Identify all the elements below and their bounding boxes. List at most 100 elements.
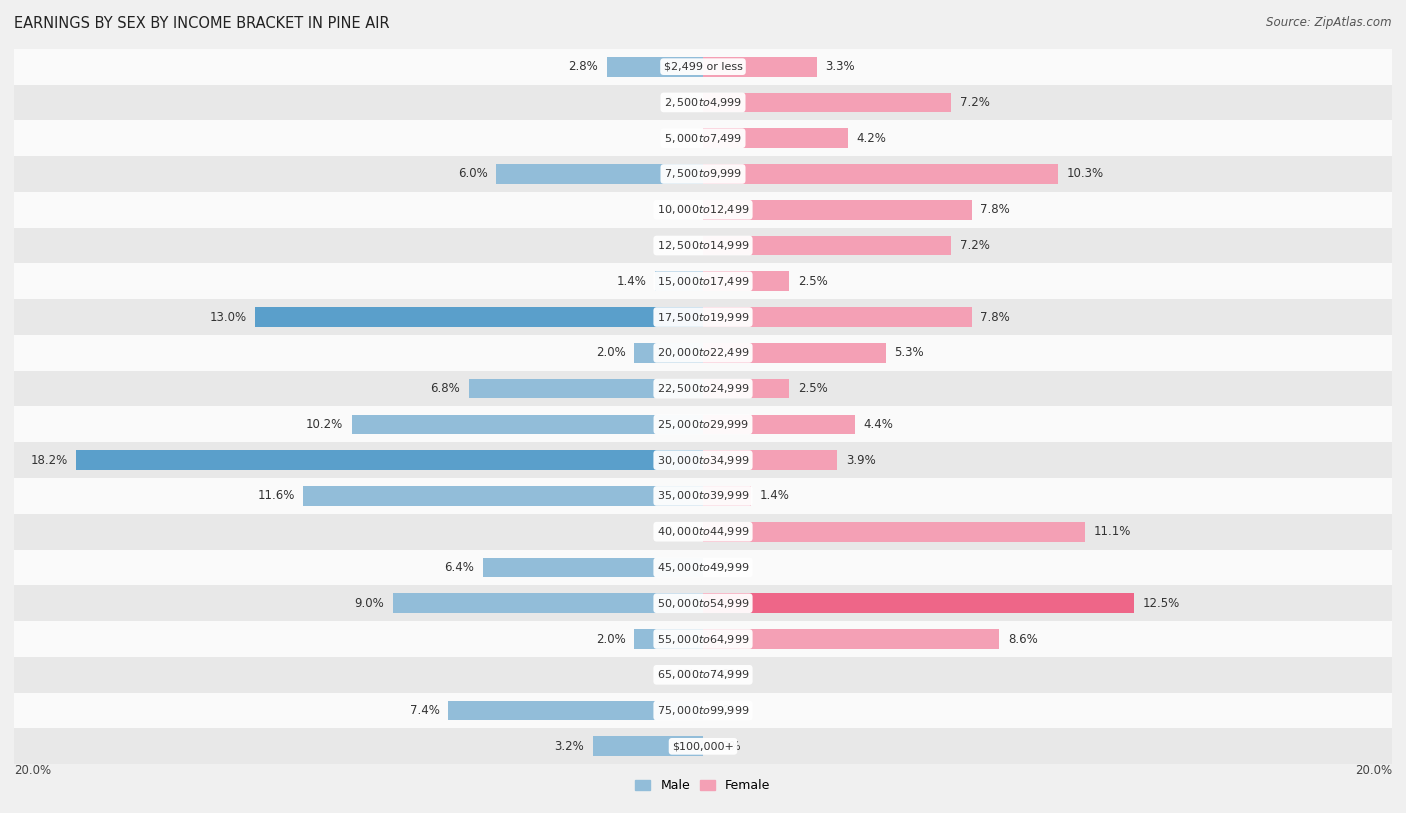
Text: 6.4%: 6.4% xyxy=(444,561,474,574)
Text: $2,499 or less: $2,499 or less xyxy=(664,62,742,72)
Text: 20.0%: 20.0% xyxy=(1355,764,1392,777)
Text: $45,000 to $49,999: $45,000 to $49,999 xyxy=(657,561,749,574)
Bar xyxy=(14,335,1392,371)
Text: 12.5%: 12.5% xyxy=(1142,597,1180,610)
Text: 0.0%: 0.0% xyxy=(665,525,695,538)
Bar xyxy=(634,343,703,363)
Bar xyxy=(14,621,1392,657)
Bar xyxy=(76,450,703,470)
Bar xyxy=(14,478,1392,514)
Text: $55,000 to $64,999: $55,000 to $64,999 xyxy=(657,633,749,646)
Bar xyxy=(496,164,703,184)
Bar xyxy=(482,558,703,577)
Text: 11.6%: 11.6% xyxy=(257,489,295,502)
Bar xyxy=(14,728,1392,764)
Bar xyxy=(703,593,1133,613)
Text: 2.0%: 2.0% xyxy=(596,633,626,646)
Bar xyxy=(14,156,1392,192)
Text: $5,000 to $7,499: $5,000 to $7,499 xyxy=(664,132,742,145)
Text: $25,000 to $29,999: $25,000 to $29,999 xyxy=(657,418,749,431)
Text: 3.3%: 3.3% xyxy=(825,60,855,73)
Bar xyxy=(703,128,848,148)
Bar xyxy=(14,585,1392,621)
Text: 7.2%: 7.2% xyxy=(960,96,990,109)
Text: Source: ZipAtlas.com: Source: ZipAtlas.com xyxy=(1267,16,1392,29)
Text: 6.8%: 6.8% xyxy=(430,382,460,395)
Bar xyxy=(392,593,703,613)
Text: 7.4%: 7.4% xyxy=(409,704,440,717)
Text: 3.2%: 3.2% xyxy=(554,740,583,753)
Bar xyxy=(14,299,1392,335)
Text: 6.0%: 6.0% xyxy=(458,167,488,180)
Bar xyxy=(14,120,1392,156)
Text: 0.0%: 0.0% xyxy=(665,132,695,145)
Text: 2.8%: 2.8% xyxy=(568,60,598,73)
Text: 10.2%: 10.2% xyxy=(305,418,343,431)
Bar xyxy=(703,307,972,327)
Bar xyxy=(304,486,703,506)
Bar xyxy=(703,236,950,255)
Text: 0.0%: 0.0% xyxy=(665,203,695,216)
Bar xyxy=(449,701,703,720)
Text: $15,000 to $17,499: $15,000 to $17,499 xyxy=(657,275,749,288)
Bar xyxy=(703,450,838,470)
Text: 0.0%: 0.0% xyxy=(665,668,695,681)
Bar xyxy=(634,629,703,649)
Text: $75,000 to $99,999: $75,000 to $99,999 xyxy=(657,704,749,717)
Bar xyxy=(593,737,703,756)
Text: $30,000 to $34,999: $30,000 to $34,999 xyxy=(657,454,749,467)
Bar xyxy=(14,657,1392,693)
Bar xyxy=(703,415,855,434)
Text: $22,500 to $24,999: $22,500 to $24,999 xyxy=(657,382,749,395)
Text: $20,000 to $22,499: $20,000 to $22,499 xyxy=(657,346,749,359)
Text: 0.0%: 0.0% xyxy=(711,740,741,753)
Text: 13.0%: 13.0% xyxy=(209,311,246,324)
Text: 10.3%: 10.3% xyxy=(1066,167,1104,180)
Bar xyxy=(352,415,703,434)
Bar xyxy=(14,442,1392,478)
Legend: Male, Female: Male, Female xyxy=(630,774,776,798)
Text: $17,500 to $19,999: $17,500 to $19,999 xyxy=(657,311,749,324)
Text: $65,000 to $74,999: $65,000 to $74,999 xyxy=(657,668,749,681)
Text: 0.0%: 0.0% xyxy=(711,561,741,574)
Bar xyxy=(468,379,703,398)
Text: 0.0%: 0.0% xyxy=(665,239,695,252)
Text: 1.4%: 1.4% xyxy=(616,275,647,288)
Bar xyxy=(14,514,1392,550)
Bar xyxy=(703,343,886,363)
Text: 2.5%: 2.5% xyxy=(797,275,828,288)
Bar xyxy=(14,228,1392,263)
Bar xyxy=(703,486,751,506)
Text: 4.4%: 4.4% xyxy=(863,418,893,431)
Bar xyxy=(703,93,950,112)
Text: 0.0%: 0.0% xyxy=(711,668,741,681)
Bar xyxy=(703,200,972,220)
Text: $50,000 to $54,999: $50,000 to $54,999 xyxy=(657,597,749,610)
Text: 7.8%: 7.8% xyxy=(980,203,1010,216)
Text: $40,000 to $44,999: $40,000 to $44,999 xyxy=(657,525,749,538)
Text: $7,500 to $9,999: $7,500 to $9,999 xyxy=(664,167,742,180)
Bar xyxy=(256,307,703,327)
Text: 20.0%: 20.0% xyxy=(14,764,51,777)
Bar xyxy=(655,272,703,291)
Bar xyxy=(703,57,817,76)
Text: 18.2%: 18.2% xyxy=(30,454,67,467)
Text: 4.2%: 4.2% xyxy=(856,132,886,145)
Text: 3.9%: 3.9% xyxy=(846,454,876,467)
Text: $12,500 to $14,999: $12,500 to $14,999 xyxy=(657,239,749,252)
Text: 1.4%: 1.4% xyxy=(759,489,790,502)
Text: 8.6%: 8.6% xyxy=(1008,633,1038,646)
Text: 9.0%: 9.0% xyxy=(354,597,384,610)
Text: 7.8%: 7.8% xyxy=(980,311,1010,324)
Bar xyxy=(703,522,1085,541)
Bar xyxy=(703,629,1000,649)
Text: 7.2%: 7.2% xyxy=(960,239,990,252)
Text: 2.0%: 2.0% xyxy=(596,346,626,359)
Text: EARNINGS BY SEX BY INCOME BRACKET IN PINE AIR: EARNINGS BY SEX BY INCOME BRACKET IN PIN… xyxy=(14,16,389,31)
Bar xyxy=(14,406,1392,442)
Bar xyxy=(14,85,1392,120)
Text: $100,000+: $100,000+ xyxy=(672,741,734,751)
Text: 2.5%: 2.5% xyxy=(797,382,828,395)
Bar xyxy=(14,263,1392,299)
Bar xyxy=(14,550,1392,585)
